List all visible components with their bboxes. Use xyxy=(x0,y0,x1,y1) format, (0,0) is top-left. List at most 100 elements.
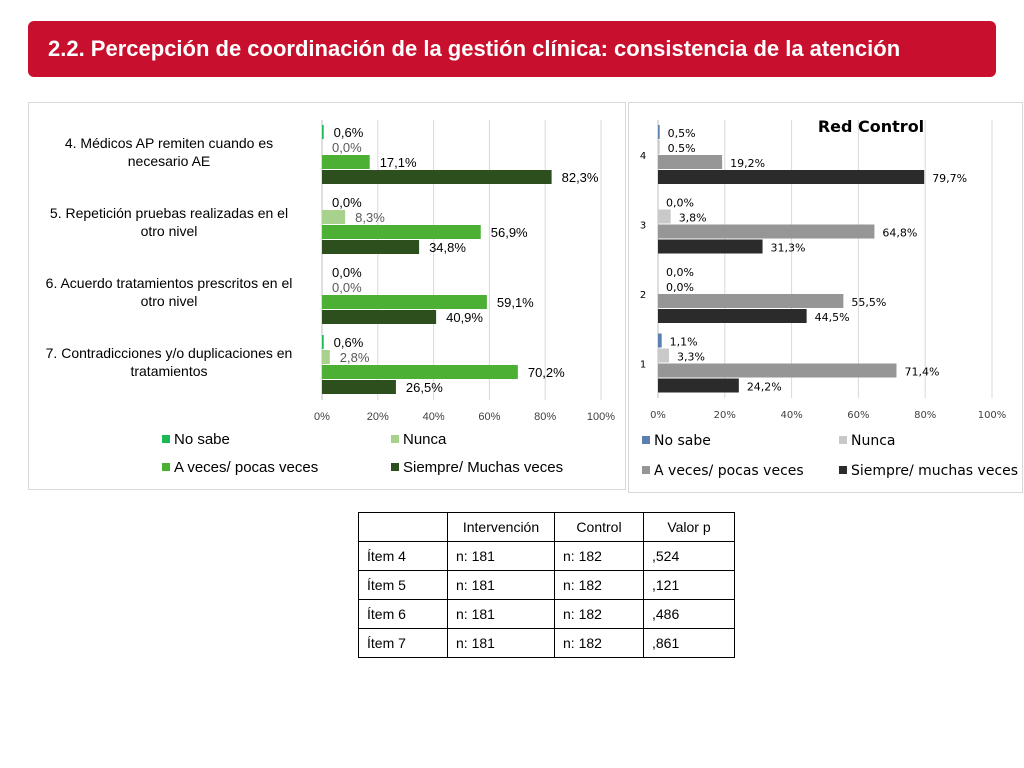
data-label: 0,0% xyxy=(332,195,362,210)
category-label: 3 xyxy=(640,220,646,231)
control-bar-chart: 0% 20% 40% 60% 80% 100% 4 0,5% 0.5% 19,2% 79,7% 3 0,… xyxy=(640,117,1018,479)
bar xyxy=(322,310,437,324)
legend-label: No sabe xyxy=(174,431,230,448)
bar xyxy=(322,240,420,254)
data-label: 3,3% xyxy=(677,351,705,364)
table-cell: n: 181 xyxy=(447,541,555,571)
x-tick-label: 40% xyxy=(423,411,445,423)
table-cell: Ítem 5 xyxy=(358,570,448,600)
data-label: 0,5% xyxy=(668,127,696,140)
table-cell: n: 182 xyxy=(554,628,644,658)
legend-swatch xyxy=(839,466,847,474)
table-header-cell: Valor p xyxy=(643,512,735,542)
category-label: 4 xyxy=(640,151,646,162)
x-tick-label: 0% xyxy=(650,410,666,421)
bar xyxy=(322,350,330,364)
data-label: 40,9% xyxy=(446,310,483,325)
legend-swatch xyxy=(162,463,170,471)
table-row: Ítem 7 n: 181 n: 182 ,861 xyxy=(358,628,735,658)
data-label: 71,4% xyxy=(904,366,939,379)
table-cell: n: 182 xyxy=(554,599,644,629)
table-cell: Ítem 7 xyxy=(358,628,448,658)
bar xyxy=(322,380,396,394)
bar xyxy=(658,378,739,393)
x-tick-label: 20% xyxy=(367,411,389,423)
bar xyxy=(658,333,662,348)
bar xyxy=(322,170,552,184)
data-label: 34,8% xyxy=(429,240,466,255)
data-label: 2,8% xyxy=(340,350,370,365)
data-label: 0.5% xyxy=(668,142,696,155)
bar xyxy=(322,295,487,309)
intervention-chart-panel: 0% 20% 40% 60% 80% 100% 4. Médicos AP remiten … xyxy=(28,102,626,490)
category-label: otro nivel xyxy=(141,293,198,309)
data-label: 0,0% xyxy=(666,197,694,210)
legend-label: A veces/ pocas veces xyxy=(654,463,804,479)
data-label: 31,3% xyxy=(771,242,806,255)
bar xyxy=(658,155,723,169)
category-label: tratamientos xyxy=(130,363,207,379)
data-label: 0,6% xyxy=(334,125,364,140)
table-cell: ,121 xyxy=(643,570,735,600)
x-tick-label: 100% xyxy=(978,410,1007,421)
legend-swatch xyxy=(391,463,399,471)
legend-swatch xyxy=(642,436,650,444)
page-title: 2.2. Percepción de coordinación de la ge… xyxy=(48,36,901,61)
legend-label: Nunca xyxy=(403,431,447,448)
x-tick-label: 80% xyxy=(914,410,936,421)
bar xyxy=(658,348,670,363)
category-label: 5. Repetición pruebas realizadas en el xyxy=(50,205,288,221)
legend-label: Siempre/ Muchas veces xyxy=(403,459,563,476)
data-label: 0,0% xyxy=(332,140,362,155)
table-row: Ítem 5 n: 181 n: 182 ,121 xyxy=(358,570,735,600)
x-tick-label: 0% xyxy=(314,411,330,423)
table-cell: n: 182 xyxy=(554,541,644,571)
chart-title: Red Control xyxy=(818,117,924,136)
x-tick-label: 20% xyxy=(714,410,736,421)
bar xyxy=(658,294,844,308)
data-label: 0,0% xyxy=(666,281,694,294)
data-label: 55,5% xyxy=(851,296,886,309)
bar xyxy=(322,155,370,169)
table-cell: ,861 xyxy=(643,628,735,658)
bar xyxy=(322,210,346,224)
data-label: 0,0% xyxy=(332,280,362,295)
table-cell: ,524 xyxy=(643,541,735,571)
data-label: 56,9% xyxy=(491,225,528,240)
x-tick-label: 80% xyxy=(534,411,556,423)
table-header-row: Intervención Control Valor p xyxy=(358,512,735,542)
bar xyxy=(322,125,324,139)
data-label: 0,0% xyxy=(666,266,694,279)
bar xyxy=(322,335,324,349)
table-cell: Ítem 6 xyxy=(358,599,448,629)
table-cell: n: 181 xyxy=(447,599,555,629)
table-cell: ,486 xyxy=(643,599,735,629)
legend-label: No sabe xyxy=(654,433,711,449)
category-label: otro nivel xyxy=(141,223,198,239)
data-label: 64,8% xyxy=(882,227,917,240)
data-label: 0,0% xyxy=(332,265,362,280)
data-label: 59,1% xyxy=(497,295,534,310)
bar xyxy=(658,309,807,323)
legend-swatch xyxy=(642,466,650,474)
legend-label: Siempre/ muchas veces xyxy=(851,463,1018,479)
table-row: Ítem 4 n: 181 n: 182 ,524 xyxy=(358,541,735,571)
x-tick-label: 60% xyxy=(478,411,500,423)
data-label: 82,3% xyxy=(562,170,599,185)
data-label: 0,6% xyxy=(334,335,364,350)
data-label: 3,8% xyxy=(679,212,707,225)
bar xyxy=(658,239,763,254)
legend-swatch xyxy=(162,435,170,443)
category-label: 4. Médicos AP remiten cuando es xyxy=(65,135,273,151)
bar xyxy=(658,125,660,139)
table-header-cell xyxy=(358,512,448,542)
table-row: Ítem 6 n: 181 n: 182 ,486 xyxy=(358,599,735,629)
bar xyxy=(658,224,875,239)
data-label: 24,2% xyxy=(747,381,782,394)
data-label: 8,3% xyxy=(355,210,385,225)
category-label: 1 xyxy=(640,359,646,370)
table-header-cell: Intervención xyxy=(447,512,555,542)
data-label: 17,1% xyxy=(380,155,417,170)
category-label: necesario AE xyxy=(128,153,211,169)
table-cell: n: 181 xyxy=(447,628,555,658)
